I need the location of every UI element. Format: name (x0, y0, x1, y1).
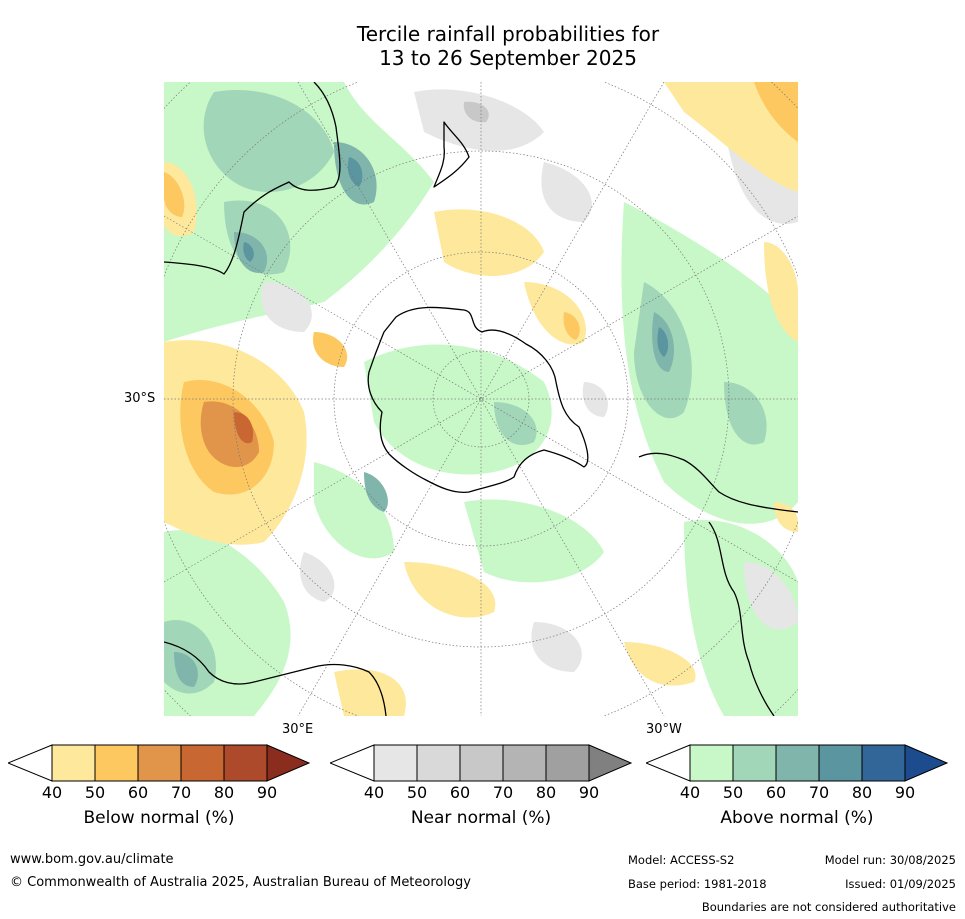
tick-label: 80 (535, 783, 557, 802)
graticule (164, 82, 798, 716)
above-normal-swatch-60 (775, 744, 820, 782)
below-normal-colorbar (8, 744, 310, 782)
tick-label: 90 (256, 783, 278, 802)
above-normal-caption: Above normal (%) (720, 808, 874, 828)
lat-label-30s: 30°S (124, 391, 156, 406)
above-normal-swatch-70 (818, 744, 863, 782)
lon-label-30e: 30°E (282, 722, 314, 737)
above-normal-swatch-80 (861, 744, 906, 782)
near-normal-caption: Near normal (%) (410, 808, 552, 828)
below-normal-swatch-40 (51, 744, 96, 782)
below-normal-darker (234, 412, 254, 444)
near-normal-swatch-80 (545, 744, 590, 782)
below-normal-swatch-70 (180, 744, 225, 782)
chart-title: Tercile rainfall probabilities for 13 to… (0, 22, 965, 70)
near-normal-swatch-50 (416, 744, 461, 782)
model-name: Model: ACCESS-S2 (628, 853, 735, 867)
below-normal-caption: Below normal (%) (83, 808, 235, 828)
near-normal-swatch-40 (373, 744, 418, 782)
above-normal-low-arrow (646, 744, 691, 782)
south-america-lower-coast (708, 521, 775, 716)
near-normal-colorbar (330, 744, 632, 782)
website-link[interactable]: www.bom.gov.au/climate (10, 852, 174, 867)
tick-label: 60 (765, 783, 787, 802)
tick-label: 70 (808, 783, 830, 802)
tick-label: 60 (127, 783, 149, 802)
near-normal-swatch-60 (459, 744, 504, 782)
south-america-coastline (638, 452, 798, 513)
below-normal-swatch-80 (223, 744, 268, 782)
tick-label: 70 (170, 783, 192, 802)
australia-coastline (164, 82, 341, 275)
boundary-disclaimer: Boundaries are not considered authoritat… (701, 900, 956, 914)
above-normal-colorbar (646, 744, 948, 782)
below-normal-swatch-50 (94, 744, 139, 782)
near-normal-high-arrow (588, 744, 632, 782)
issued-date: Issued: 01/09/2025 (845, 877, 956, 891)
near-normal-low-arrow (330, 744, 375, 782)
above-normal-swatch-50 (732, 744, 777, 782)
lon-label-30w: 30°W (646, 722, 682, 737)
tick-label: 40 (363, 783, 385, 802)
tick-label: 70 (492, 783, 514, 802)
above-normal-swatch-40 (689, 744, 734, 782)
near-normal-swatch-70 (502, 744, 547, 782)
below-normal-high-arrow (266, 744, 310, 782)
base-period: Base period: 1981-2018 (628, 877, 767, 891)
tick-label: 80 (213, 783, 235, 802)
tick-label: 50 (406, 783, 428, 802)
tick-label: 50 (84, 783, 106, 802)
copyright-text: © Commonwealth of Australia 2025, Austra… (10, 875, 471, 890)
tick-label: 50 (722, 783, 744, 802)
above-normal-regions (164, 82, 798, 716)
above-normal-dark (243, 157, 669, 357)
tick-label: 80 (851, 783, 873, 802)
above-normal-high-arrow (904, 744, 948, 782)
title-line-2: 13 to 26 September 2025 (379, 46, 637, 70)
model-run: Model run: 30/08/2025 (824, 853, 956, 867)
probability-map (164, 82, 798, 716)
below-normal-swatch-60 (137, 744, 182, 782)
antarctica-coastline (367, 306, 589, 493)
below-normal-low-arrow (8, 744, 53, 782)
tick-label: 40 (41, 783, 63, 802)
coastlines (164, 82, 798, 716)
tick-label: 90 (578, 783, 600, 802)
tick-label: 60 (449, 783, 471, 802)
title-line-1: Tercile rainfall probabilities for (356, 22, 660, 46)
tick-label: 90 (894, 783, 916, 802)
new-zealand-coastline (433, 121, 470, 188)
tick-label: 40 (679, 783, 701, 802)
africa-coastline (164, 641, 387, 716)
